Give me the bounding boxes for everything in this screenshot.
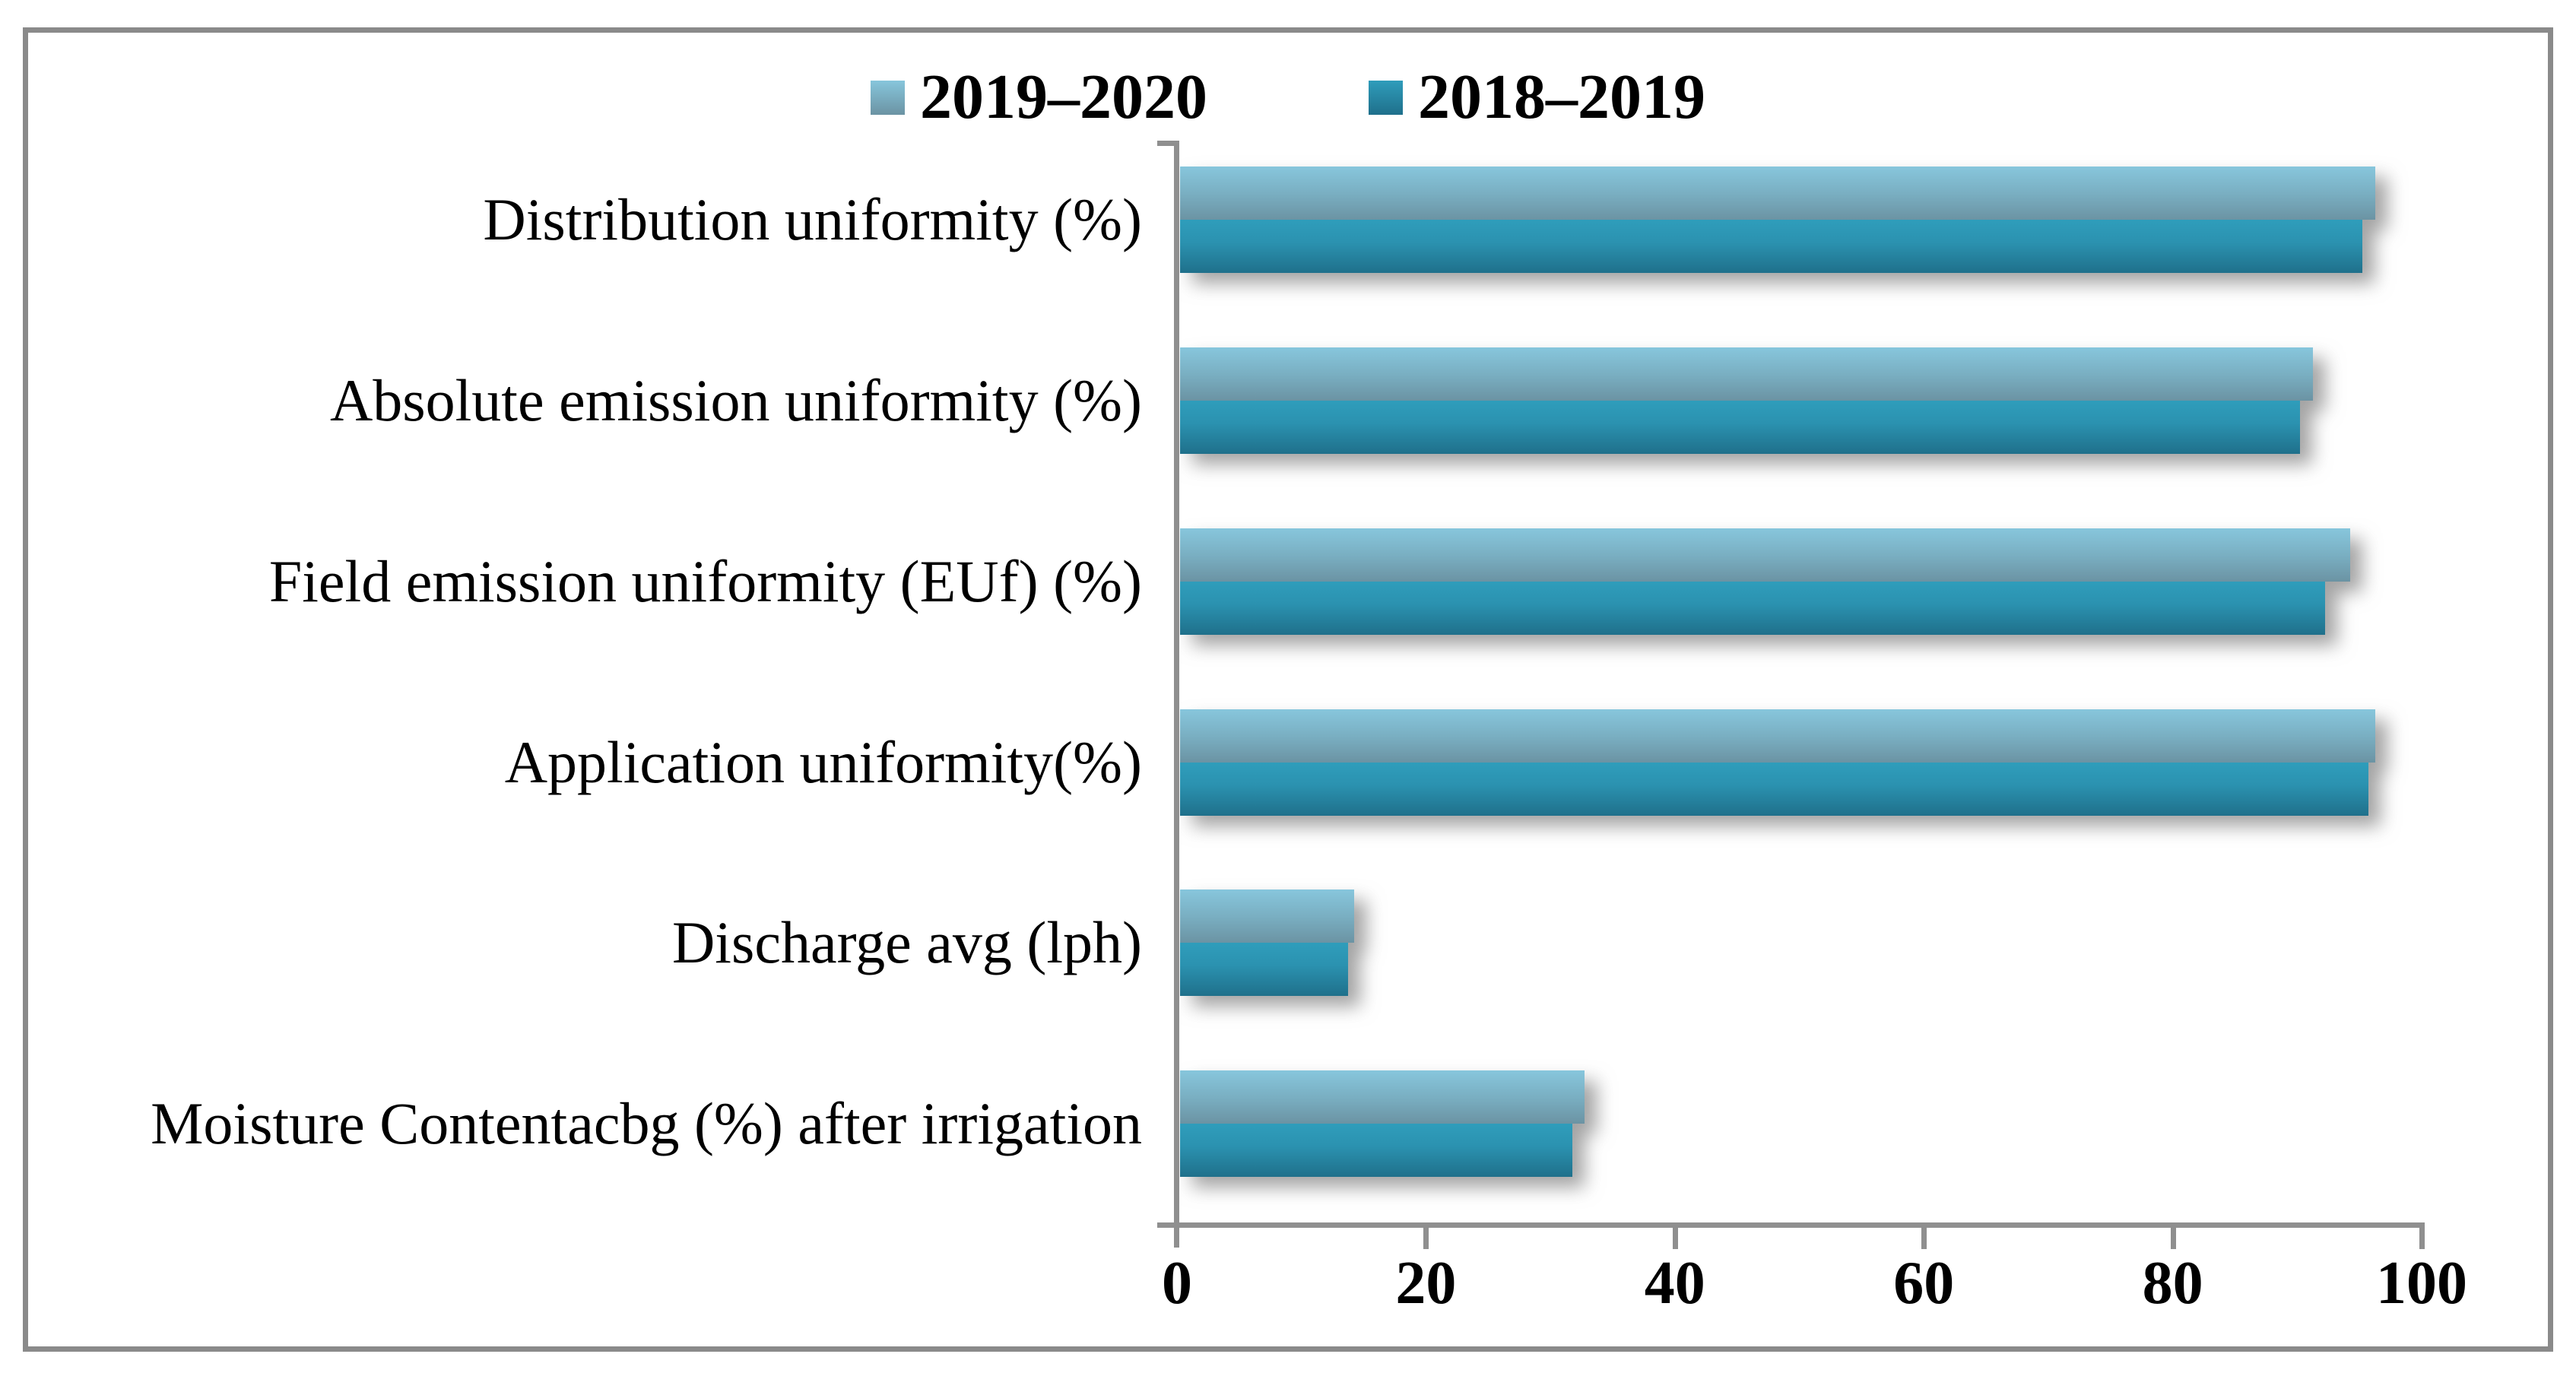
x-tick-mark <box>2170 1228 2176 1249</box>
bar-pair <box>1180 528 2350 635</box>
legend: 2019–2020 2018–2019 <box>0 65 2576 129</box>
category-label: Absolute emission uniformity (%) <box>329 366 1142 433</box>
legend-marker-icon <box>871 80 905 115</box>
bar-2018–2019-Absolute emission uniformity (%) <box>1180 400 2301 454</box>
legend-entry-2019–2020: 2019–2020 <box>871 65 1207 129</box>
bar-2019–2020-Distribution uniformity (%) <box>1180 166 2375 220</box>
bar-pair <box>1180 166 2375 273</box>
category-label: Distribution uniformity (%) <box>483 186 1142 252</box>
category-label: Discharge avg (lph) <box>671 909 1142 976</box>
x-tick-label: 60 <box>1893 1250 1955 1317</box>
bar-2018–2019-Application uniformity(%) <box>1180 762 2369 816</box>
x-axis-line <box>1157 1222 2425 1228</box>
x-tick-label: 20 <box>1395 1250 1457 1317</box>
x-tick-mark <box>2419 1228 2425 1249</box>
bar-2019–2020-Discharge avg (lph) <box>1180 889 1355 943</box>
bar-2019–2020-Field emission uniformity (EUf) (%) <box>1180 528 2350 582</box>
bar-2019–2020-Absolute emission uniformity (%) <box>1180 347 2313 401</box>
bar-pair <box>1180 709 2375 816</box>
bar-2018–2019-Distribution uniformity (%) <box>1180 220 2363 273</box>
bar-2019–2020-Moisture Contentacbg (%) after irrigation <box>1180 1070 1585 1124</box>
bar-pair <box>1180 347 2313 454</box>
category-label: Moisture Contentacbg (%) after irrigatio… <box>151 1090 1142 1157</box>
legend-entry-2018–2019: 2018–2019 <box>1369 65 1705 129</box>
x-tick-mark <box>1921 1228 1927 1249</box>
x-tick-label: 40 <box>1644 1250 1705 1317</box>
bar-pair <box>1180 889 1355 997</box>
x-tick-label: 0 <box>1162 1250 1192 1317</box>
y-axis-top-tick <box>1157 141 1177 146</box>
x-tick-label: 80 <box>2142 1250 2203 1317</box>
bar-pair <box>1180 1070 1585 1178</box>
x-tick-label: 100 <box>2376 1250 2467 1317</box>
y-axis-line <box>1174 141 1179 1248</box>
bar-2018–2019-Moisture Contentacbg (%) after irrigation <box>1180 1124 1572 1178</box>
x-tick-mark <box>1423 1228 1429 1249</box>
legend-label: 2018–2019 <box>1418 62 1705 132</box>
bar-2018–2019-Field emission uniformity (EUf) (%) <box>1180 581 2326 635</box>
x-tick-mark <box>1672 1228 1678 1249</box>
bar-2018–2019-Discharge avg (lph) <box>1180 943 1348 997</box>
bar-2019–2020-Application uniformity(%) <box>1180 709 2375 763</box>
category-label: Application uniformity(%) <box>504 728 1142 795</box>
legend-marker-icon <box>1369 80 1403 115</box>
legend-label: 2019–2020 <box>920 62 1207 132</box>
category-label: Field emission uniformity (EUf) (%) <box>268 547 1142 614</box>
